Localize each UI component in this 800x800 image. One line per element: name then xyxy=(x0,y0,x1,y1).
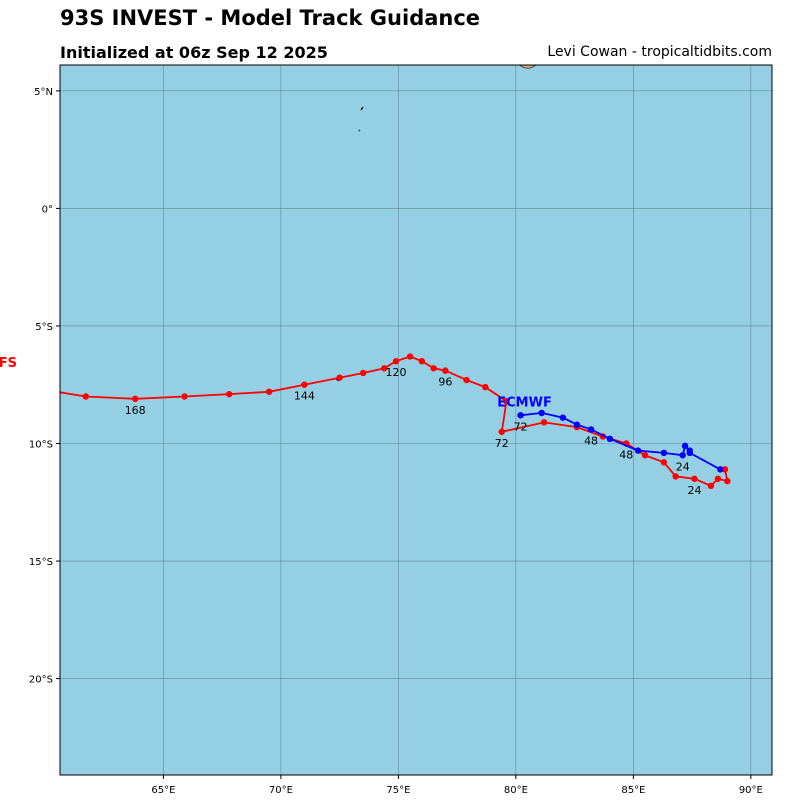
track-point-gfs xyxy=(463,376,470,384)
forecast-hour-label: 72 xyxy=(495,437,509,450)
forecast-hour-label: 72 xyxy=(514,420,528,433)
track-point-gfs xyxy=(498,428,505,435)
island-mark xyxy=(360,106,364,111)
track-point-gfs xyxy=(691,475,698,482)
track-point-gfs xyxy=(301,381,308,388)
track-point-gfs xyxy=(430,365,437,372)
track-point-gfs xyxy=(418,358,426,365)
x-tick-label: 85°E xyxy=(621,785,645,796)
init-time-subtitle: Initialized at 06z Sep 12 2025 xyxy=(60,43,328,62)
track-point-gfs xyxy=(392,358,400,365)
track-point-gfs xyxy=(442,367,449,374)
track-point-ecmwf xyxy=(606,435,614,443)
land-patch xyxy=(518,65,538,69)
track-point-gfs xyxy=(131,395,139,403)
track-point-ecmwf xyxy=(573,421,581,428)
track-point-gfs xyxy=(540,419,548,426)
model-label-gfs: GFS xyxy=(0,356,17,371)
track-point-gfs xyxy=(82,393,90,400)
forecast-hour-label: 24 xyxy=(687,484,701,497)
x-tick-label: 80°E xyxy=(504,785,528,796)
track-point-gfs xyxy=(641,452,649,459)
track-point-ecmwf xyxy=(679,452,686,459)
track-point-gfs xyxy=(181,393,188,400)
track-point-gfs xyxy=(265,388,273,395)
plot-frame xyxy=(59,64,773,776)
chart-title: 93S INVEST - Model Track Guidance xyxy=(60,6,481,30)
forecast-hour-label: 144 xyxy=(294,390,315,403)
forecast-hour-label: 48 xyxy=(619,449,633,462)
x-tick-label: 75°E xyxy=(386,785,410,796)
track-point-ecmwf xyxy=(717,466,724,473)
forecast-hour-label: 24 xyxy=(676,460,690,473)
plot-area: 24 48 72 96 120 144 168 24 48 72 xyxy=(10,65,772,775)
forecast-hour-label: 120 xyxy=(386,366,407,379)
track-point-ecmwf xyxy=(587,426,595,433)
track-point-gfs xyxy=(672,473,679,480)
track-point-ecmwf xyxy=(686,447,693,454)
track-point-gfs xyxy=(724,477,731,485)
y-tick-label: 5°N xyxy=(34,87,53,98)
track-point-gfs xyxy=(381,365,388,372)
track-point-gfs xyxy=(406,353,414,360)
track-point-gfs xyxy=(707,482,715,490)
track-point-ecmwf xyxy=(559,414,567,421)
track-point-gfs xyxy=(336,374,343,381)
x-tick-label: 70°E xyxy=(269,785,293,796)
track-point-gfs xyxy=(225,390,233,398)
track-point-gfs xyxy=(482,383,489,391)
forecast-hour-label: 96 xyxy=(438,376,452,389)
y-tick-label: 20°S xyxy=(29,675,53,686)
track-point-gfs xyxy=(660,459,668,466)
track-point-gfs xyxy=(503,397,510,405)
track-point-gfs xyxy=(359,369,367,377)
track-point-ecmwf xyxy=(517,412,524,419)
forecast-hour-label: 48 xyxy=(584,434,598,447)
track-point-ecmwf xyxy=(660,449,668,457)
y-tick-label: 0° xyxy=(42,204,53,215)
track-point-gfs xyxy=(10,382,16,388)
track-point-ecmwf xyxy=(634,447,642,454)
model-label-ecmwf: ECMWF xyxy=(497,395,552,410)
y-tick-label: 15°S xyxy=(29,557,53,568)
track-point-gfs xyxy=(714,475,722,482)
track-point-gfs xyxy=(721,466,729,473)
island-mark xyxy=(358,129,361,132)
x-tick-label: 90°E xyxy=(739,785,763,796)
forecast-hour-label: 168 xyxy=(125,404,146,417)
y-tick-label: 10°S xyxy=(29,440,53,451)
track-point-ecmwf xyxy=(681,442,689,450)
credit-text: Levi Cowan - tropicaltidbits.com xyxy=(547,44,772,60)
ocean-background xyxy=(60,65,772,775)
x-tick-label: 65°E xyxy=(151,785,175,796)
y-tick-label: 5°S xyxy=(35,322,53,333)
track-point-ecmwf xyxy=(538,409,545,417)
